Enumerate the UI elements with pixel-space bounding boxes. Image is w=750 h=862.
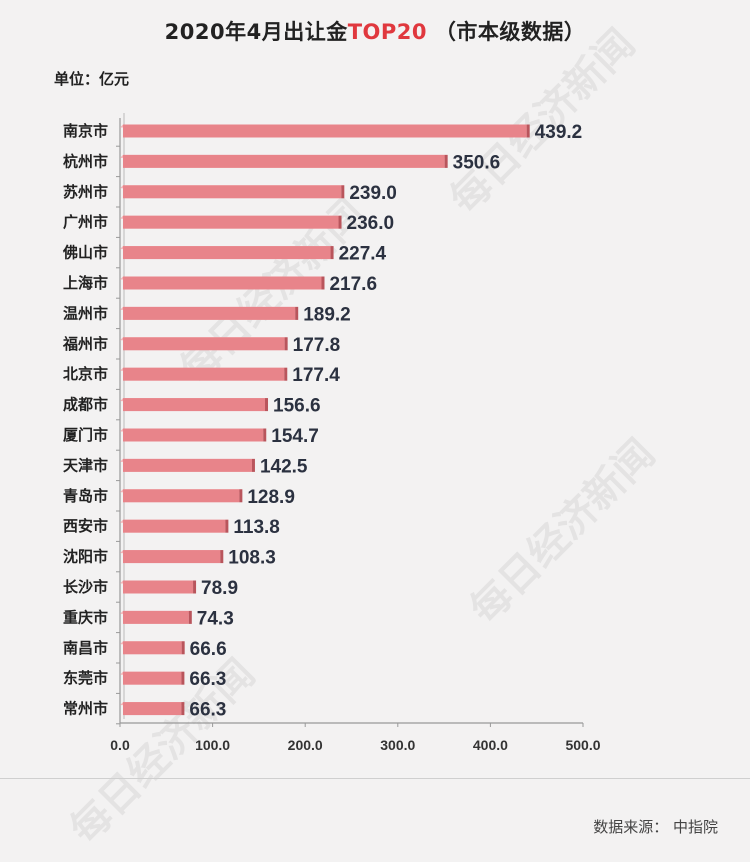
category-label: 西安市 <box>63 517 108 535</box>
category-label: 青岛市 <box>63 487 108 505</box>
bar-end <box>526 124 530 138</box>
bar <box>123 610 189 624</box>
value-label: 217.6 <box>329 274 377 295</box>
category-label: 常州市 <box>63 700 108 718</box>
chart-title: 2020年4月出让金TOP20 （市本级数据） <box>0 16 750 46</box>
bar <box>123 550 221 564</box>
category-label: 沈阳市 <box>63 548 108 566</box>
category-label: 温州市 <box>63 304 108 322</box>
bar <box>123 398 266 412</box>
bar-end <box>284 367 288 381</box>
value-label: 439.2 <box>535 122 583 143</box>
title-prefix: 2020年4月出让金 <box>164 20 348 44</box>
bar-end <box>295 306 299 320</box>
category-label: 北京市 <box>63 365 108 383</box>
x-tick-label: 100.0 <box>195 737 230 753</box>
value-label: 128.9 <box>247 487 295 508</box>
bar-end <box>239 489 243 503</box>
bar-end <box>251 458 255 472</box>
value-label: 66.3 <box>189 669 226 690</box>
value-label: 239.0 <box>349 183 397 204</box>
x-tick-label: 500.0 <box>565 737 600 753</box>
category-label: 福州市 <box>62 335 108 353</box>
bar-end <box>263 428 267 442</box>
bar <box>123 246 331 260</box>
bar <box>123 337 285 351</box>
category-label: 杭州市 <box>63 152 108 170</box>
bar-end <box>321 276 325 290</box>
bar-chart: 0.0 100.0 200.0 300.0 400.0 500.0 南京市 439.2 杭州市 3… <box>62 113 601 753</box>
category-label: 重庆市 <box>63 608 108 626</box>
value-label: 66.3 <box>189 700 226 721</box>
bar <box>123 489 240 503</box>
x-tick-label: 400.0 <box>473 737 508 753</box>
title-suffix: （市本级数据） <box>427 20 586 44</box>
value-label: 177.8 <box>293 335 341 356</box>
value-label: 66.6 <box>190 639 227 660</box>
value-label: 227.4 <box>339 244 387 265</box>
category-label: 厦门市 <box>63 426 108 444</box>
bar-end <box>193 580 197 594</box>
category-label: 上海市 <box>63 274 108 292</box>
bar <box>123 124 527 138</box>
bar <box>123 458 252 472</box>
bar-end <box>265 398 269 412</box>
bar <box>123 276 322 290</box>
bar <box>123 428 264 442</box>
bar-end <box>181 671 185 685</box>
bar <box>123 154 445 168</box>
category-label: 长沙市 <box>63 578 108 596</box>
bar <box>123 641 182 655</box>
category-label: 成都市 <box>63 396 108 414</box>
value-label: 189.2 <box>303 304 351 325</box>
bar-end <box>181 702 185 716</box>
x-tick-label: 300.0 <box>380 737 415 753</box>
bar <box>123 306 296 320</box>
bar <box>123 671 182 685</box>
source-note: 数据来源： 中指院 <box>593 818 718 836</box>
bar <box>123 185 342 199</box>
x-tick-label: 200.0 <box>288 737 323 753</box>
bar-end <box>220 550 224 564</box>
category-label: 佛山市 <box>62 244 108 262</box>
category-label: 东莞市 <box>63 669 108 687</box>
value-label: 154.7 <box>271 426 319 447</box>
x-tick-label: 0.0 <box>110 737 130 753</box>
value-label: 236.0 <box>347 213 395 234</box>
category-label: 南昌市 <box>63 639 108 657</box>
value-label: 74.3 <box>197 608 234 629</box>
value-label: 142.5 <box>260 456 308 477</box>
bar <box>123 215 339 229</box>
bar <box>123 702 182 716</box>
bar-end <box>181 641 185 655</box>
bar-end <box>225 519 229 533</box>
value-label: 350.6 <box>453 152 501 173</box>
bar <box>123 367 285 381</box>
category-label: 南京市 <box>63 122 108 140</box>
bar-end <box>341 185 345 199</box>
category-label: 广州市 <box>63 213 108 231</box>
value-label: 177.4 <box>292 365 340 386</box>
category-label: 天津市 <box>63 456 108 474</box>
value-label: 156.6 <box>273 396 321 417</box>
bar-end <box>188 610 192 624</box>
bar-end <box>284 337 288 351</box>
bar-end <box>338 215 342 229</box>
category-label: 苏州市 <box>63 183 108 201</box>
value-label: 78.9 <box>201 578 238 599</box>
divider <box>0 778 750 779</box>
unit-label: 单位：亿元 <box>54 70 130 88</box>
bar <box>123 580 194 594</box>
value-label: 113.8 <box>233 517 279 538</box>
title-highlight: TOP20 <box>347 20 428 44</box>
bar <box>123 519 226 533</box>
value-label: 108.3 <box>228 548 276 569</box>
bar-end <box>444 154 448 168</box>
bar-end <box>330 246 334 260</box>
